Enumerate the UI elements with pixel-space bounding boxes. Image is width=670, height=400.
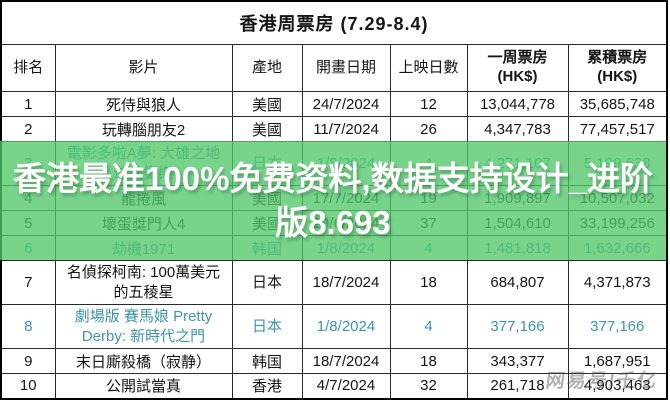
column-header-1: 影片 (54, 44, 233, 92)
cell-film: 龍捲風 (54, 185, 233, 211)
table-row: 8 劇場版 賽馬娘 Pretty Derby: 新時代之門 日本 1/8/2024 4 3… (0, 304, 668, 349)
cell-weekly_gross: 261,718 (466, 373, 569, 399)
cell-days: 12 (389, 91, 468, 117)
column-header-3: 開畫日期 (301, 44, 391, 92)
table-row: 2 玩轉腦朋友2 美國 11/7/2024 26 4,347,783 77,457,517 (0, 116, 668, 142)
cell-rank: 7 (0, 260, 56, 305)
cell-days: 4 (389, 304, 468, 349)
cell-origin: 日本 (231, 260, 303, 305)
cell-cumulative_gross: 10,507,032 (567, 185, 668, 211)
cell-rank: 2 (0, 116, 56, 142)
cell-weekly_gross: 1,909,897 (466, 185, 569, 211)
cell-rank: 4 (0, 185, 56, 211)
cell-origin: 美國 (231, 210, 303, 236)
cell-film: 名偵探柯南: 100萬美元的五稜星 (54, 260, 233, 305)
cell-release_date: 11/7/2024 (301, 116, 391, 142)
cell-weekly_gross: 377,166 (466, 304, 569, 349)
table-body: 1 死侍與狼人 美國 24/7/2024 12 13,044,778 35,685,748 2… (0, 91, 668, 399)
cell-cumulative_gross: 4,371,873 (567, 260, 668, 305)
cell-weekly_gross: 4,347,783 (466, 116, 569, 142)
cell-rank: 6 (0, 235, 56, 261)
table-row: 1 死侍與狼人 美國 24/7/2024 12 13,044,778 35,685,748 (0, 91, 668, 117)
cell-origin: 韩国 (231, 348, 303, 374)
cell-release_date: 4/7/2024 (301, 373, 391, 399)
table-row: 10 公開試當真 香港 4/7/2024 32 261,718 4,903,463 (0, 373, 668, 399)
cell-film: 劫機1971 (54, 235, 233, 261)
cell-days: 26 (389, 116, 468, 142)
cell-weekly_gross: 1,481,818 (466, 235, 569, 261)
cell-weekly_gross: 343,377 (466, 348, 569, 374)
cell-cumulative_gross: 33,199,256 (567, 210, 668, 236)
cell-origin: 美國 (231, 116, 303, 142)
title-row: 香港周票房 (7.29-8.4) (0, 0, 668, 45)
cell-origin: 美國 (231, 91, 303, 117)
cell-cumulative_gross: 5,199,638 (567, 141, 668, 186)
cell-cumulative_gross: 35,685,748 (567, 91, 668, 117)
cell-release_date: 18/7/2024 (301, 348, 391, 374)
cell-release_date: 17/7/2024 (301, 185, 391, 211)
cell-days: 19 (389, 185, 468, 211)
table-row: 3 電影多啦A夢: 大雄之地球交響樂 日本 1/8/2024 4 4,271,107 5,1… (0, 141, 668, 186)
page-title: 香港周票房 (7.29-8.4) (0, 0, 668, 45)
cell-release_date: 24/7/2024 (301, 91, 391, 117)
cell-film: 劇場版 賽馬娘 Pretty Derby: 新時代之門 (54, 304, 233, 349)
cell-film: 玩轉腦朋友2 (54, 116, 233, 142)
table-row: 6 劫機1971 韩国 1/8/2024 4 1,481,818 1,632,666 (0, 235, 668, 261)
cell-rank: 8 (0, 304, 56, 349)
cell-origin: 美國 (231, 185, 303, 211)
cell-days: 18 (389, 348, 468, 374)
cell-days: 32 (389, 373, 468, 399)
cell-origin: 日本 (231, 141, 303, 186)
column-header-0: 排名 (0, 44, 56, 92)
cell-weekly_gross: 13,044,778 (466, 91, 569, 117)
cell-origin: 日本 (231, 304, 303, 349)
cell-cumulative_gross: 1,687,951 (567, 348, 668, 374)
cell-release_date: 1/8/2024 (301, 141, 391, 186)
cell-days: 4 (389, 141, 468, 186)
cell-film: 公開試當真 (54, 373, 233, 399)
cell-film: 電影多啦A夢: 大雄之地球交響樂 (54, 141, 233, 186)
column-header-6: 累積票房 (HK$) (567, 44, 668, 92)
column-header-4: 上映日數 (389, 44, 468, 92)
column-header-5: 一周票房 (HK$) (466, 44, 569, 92)
cell-film: 末日廝殺橋（寂静） (54, 348, 233, 374)
table-row: 7 名偵探柯南: 100萬美元的五稜星 日本 18/7/2024 18 684,807 4,… (0, 260, 668, 305)
header-row: 排名 影片 產地 開畫日期 上映日數 一周票房 (HK$) 累積票房 (HK$) (0, 44, 668, 92)
table-row: 4 龍捲風 美國 17/7/2024 19 1,909,897 10,507,032 (0, 185, 668, 211)
cell-rank: 3 (0, 141, 56, 186)
cell-days: 18 (389, 260, 468, 305)
cell-release_date: 18/7/2024 (301, 260, 391, 305)
cell-release_date: 1/8/2024 (301, 304, 391, 349)
cell-days: 37 (389, 210, 468, 236)
cell-weekly_gross: 1,504,610 (466, 210, 569, 236)
cell-rank: 9 (0, 348, 56, 374)
cell-cumulative_gross: 4,903,463 (567, 373, 668, 399)
cell-origin: 韩国 (231, 235, 303, 261)
cell-rank: 1 (0, 91, 56, 117)
column-header-2: 產地 (231, 44, 303, 92)
cell-release_date: 1/8/2024 (301, 235, 391, 261)
cell-weekly_gross: 684,807 (466, 260, 569, 305)
cell-cumulative_gross: 377,166 (567, 304, 668, 349)
cell-origin: 香港 (231, 373, 303, 399)
cell-release_date: 29/6/2024 (301, 210, 391, 236)
table-row: 9 末日廝殺橋（寂静） 韩国 18/7/2024 18 343,377 1,687,951 (0, 348, 668, 374)
cell-film: 壞蛋獎門人4 (54, 210, 233, 236)
cell-film: 死侍與狼人 (54, 91, 233, 117)
cell-weekly_gross: 4,271,107 (466, 141, 569, 186)
cell-cumulative_gross: 77,457,517 (567, 116, 668, 142)
table-row: 5 壞蛋獎門人4 美國 29/6/2024 37 1,504,610 33,199,256 (0, 210, 668, 236)
cell-rank: 10 (0, 373, 56, 399)
cell-cumulative_gross: 1,632,666 (567, 235, 668, 261)
cell-rank: 5 (0, 210, 56, 236)
cell-days: 4 (389, 235, 468, 261)
